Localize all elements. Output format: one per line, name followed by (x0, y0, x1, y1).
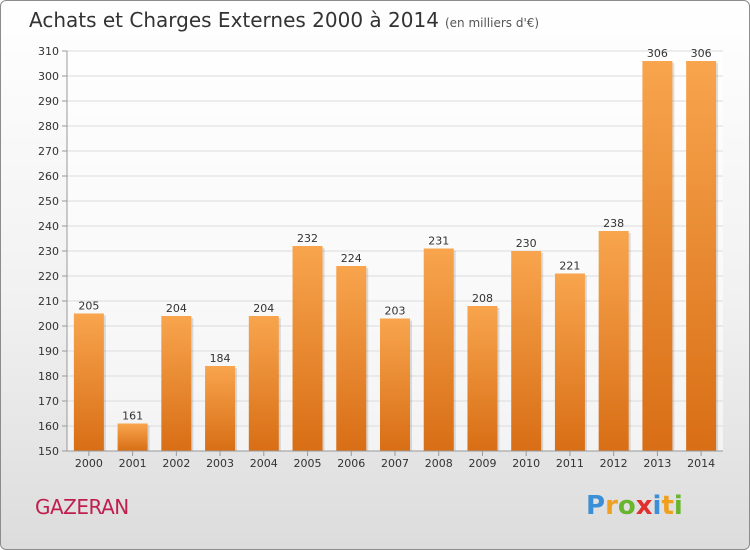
y-tick-label: 160 (38, 420, 59, 433)
bar-2012 (598, 231, 629, 451)
y-tick-label: 290 (38, 95, 59, 108)
x-tick-label: 2012 (600, 457, 628, 470)
x-tick-label: 2000 (75, 457, 103, 470)
x-tick-label: 2010 (512, 457, 540, 470)
bar-2014 (686, 61, 717, 451)
bar-2010 (511, 251, 542, 451)
data-label-2001: 161 (122, 410, 143, 423)
logo-letter: P (586, 491, 606, 521)
bar-2003 (205, 366, 236, 451)
data-label-2013: 306 (647, 47, 668, 60)
y-tick-label: 180 (38, 370, 59, 383)
x-tick-label: 2011 (556, 457, 584, 470)
x-tick-label: 2008 (425, 457, 453, 470)
y-tick-label: 230 (38, 245, 59, 258)
x-tick-label: 2009 (468, 457, 496, 470)
y-tick-label: 190 (38, 345, 59, 358)
data-label-2005: 232 (297, 232, 318, 245)
bar-2004 (248, 316, 279, 451)
x-tick-label: 2003 (206, 457, 234, 470)
logo-letter: i (652, 491, 662, 521)
data-label-2002: 204 (166, 302, 187, 315)
y-tick-label: 150 (38, 445, 59, 458)
y-tick-label: 310 (38, 45, 59, 58)
x-tick-label: 2013 (643, 457, 671, 470)
data-label-2009: 208 (472, 292, 493, 305)
bar-2013 (642, 61, 673, 451)
y-tick-label: 210 (38, 295, 59, 308)
bar-2001 (117, 423, 148, 451)
x-tick-label: 2001 (119, 457, 147, 470)
y-tick-label: 260 (38, 170, 59, 183)
chart-title-text: Achats et Charges Externes 2000 à 2014 (29, 8, 439, 32)
data-label-2008: 231 (428, 235, 449, 248)
proxiti-logo: Proxiti (586, 491, 683, 521)
x-tick-label: 2005 (294, 457, 322, 470)
x-axis-ticks: 2000 2001 2002 2003 2004 2005 2006 2007 2008 2009… (75, 451, 715, 470)
x-tick-label: 2004 (250, 457, 278, 470)
data-label-2007: 203 (385, 305, 406, 318)
data-label-2004: 204 (253, 302, 274, 315)
bar-2011 (554, 273, 585, 451)
data-label-2000: 205 (78, 300, 99, 313)
chart-subtitle: (en milliers d'€) (444, 16, 540, 30)
data-label-2014: 306 (691, 47, 712, 60)
bar-2008 (423, 248, 454, 451)
y-tick-label: 240 (38, 220, 59, 233)
chart-title: Achats et Charges Externes 2000 à 2014 (e… (29, 8, 539, 32)
x-tick-label: 2014 (687, 457, 715, 470)
data-label-2003: 184 (210, 352, 231, 365)
logo-letter: t (661, 491, 674, 521)
data-label-2010: 230 (516, 237, 537, 250)
data-label-2011: 221 (559, 260, 580, 273)
data-label-2006: 224 (341, 252, 362, 265)
x-tick-label: 2006 (337, 457, 365, 470)
bar-2000 (73, 313, 104, 451)
bars (73, 61, 719, 451)
y-tick-label: 200 (38, 320, 59, 333)
data-labels: 205 161 204 184 204 232 224 203 231 208 230 221 238 3… (78, 47, 711, 423)
commune-name: GAZERAN (35, 495, 129, 519)
bar-2006 (336, 266, 367, 451)
logo-letter: r (605, 491, 618, 521)
y-tick-label: 250 (38, 195, 59, 208)
data-label-2012: 238 (603, 217, 624, 230)
y-tick-label: 280 (38, 120, 59, 133)
bar-2005 (292, 246, 323, 451)
bar-2002 (161, 316, 192, 451)
logo-letter: o (617, 491, 636, 521)
y-tick-label: 220 (38, 270, 59, 283)
logo-letter: x (635, 491, 653, 521)
y-tick-label: 270 (38, 145, 59, 158)
y-tick-label: 170 (38, 395, 59, 408)
logo-letter: i (673, 491, 683, 521)
x-tick-label: 2002 (162, 457, 190, 470)
y-tick-label: 300 (38, 70, 59, 83)
bar-2009 (467, 306, 498, 451)
x-tick-label: 2007 (381, 457, 409, 470)
bar-2007 (380, 318, 410, 451)
